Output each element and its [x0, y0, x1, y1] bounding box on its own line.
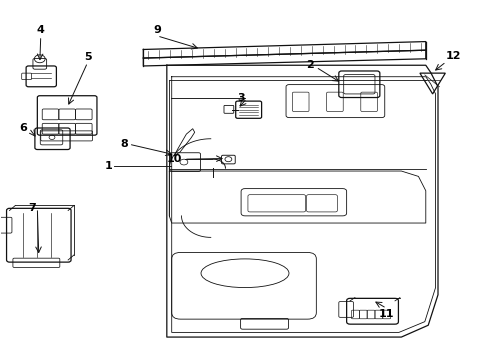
Text: 6: 6 [20, 123, 27, 133]
Text: 9: 9 [153, 25, 161, 35]
Text: 2: 2 [306, 60, 314, 70]
Text: 12: 12 [445, 51, 461, 61]
Text: 4: 4 [37, 25, 45, 35]
Text: 7: 7 [28, 203, 36, 213]
Text: 10: 10 [167, 154, 182, 164]
Text: 11: 11 [379, 309, 394, 319]
Text: 1: 1 [104, 161, 112, 171]
Text: 5: 5 [84, 51, 92, 62]
Text: 3: 3 [237, 93, 245, 103]
Text: 8: 8 [120, 139, 128, 149]
